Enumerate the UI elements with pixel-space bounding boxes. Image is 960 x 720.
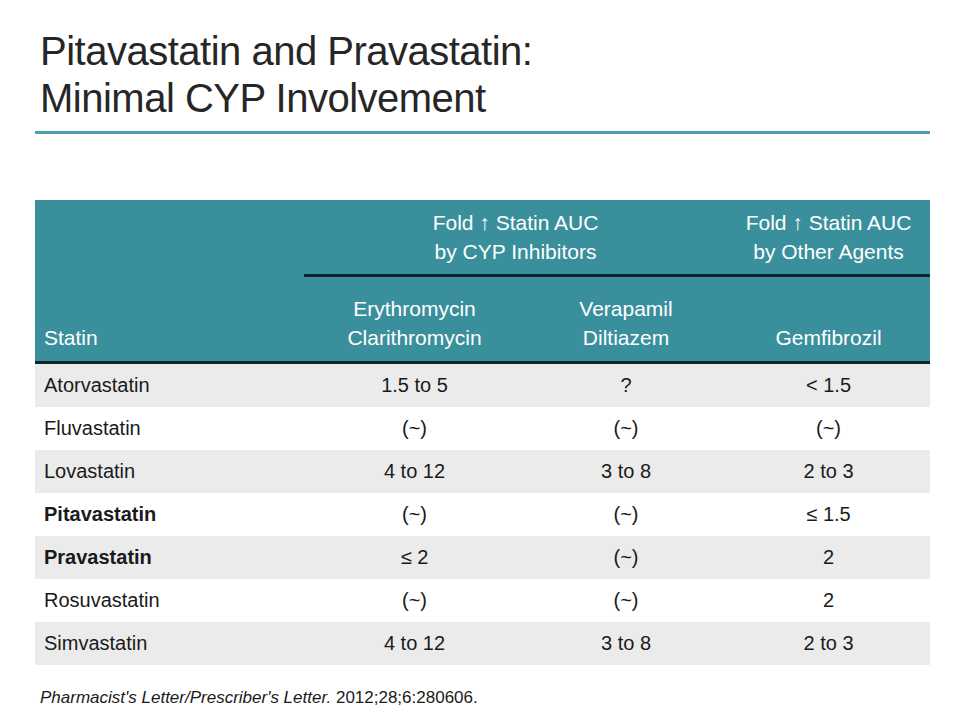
group-header-other-line-2: by Other Agents (727, 237, 930, 266)
statin-auc-table: Fold ↑ Statin AUC by CYP Inhibitors Fold… (35, 200, 930, 665)
group-header-other-line-1: Fold ↑ Statin AUC (727, 208, 930, 237)
citation-reference: 2012;28;6:280606. (336, 688, 478, 707)
table-row-lovastatin: Lovastatin 4 to 12 3 to 8 2 to 3 (35, 450, 930, 493)
slide: Pitavastatin and Pravastatin: Minimal CY… (0, 0, 960, 720)
value-cell: (~) (304, 407, 525, 450)
group-header-row: Fold ↑ Statin AUC by CYP Inhibitors Fold… (35, 200, 930, 276)
group-header-other-agents: Fold ↑ Statin AUC by Other Agents (727, 200, 930, 276)
table-header: Fold ↑ Statin AUC by CYP Inhibitors Fold… (35, 200, 930, 363)
value-cell: 3 to 8 (525, 622, 727, 665)
value-cell: 4 to 12 (304, 450, 525, 493)
value-cell: 3 to 8 (525, 450, 727, 493)
column-header-erythromycin: Erythromycin (304, 294, 525, 323)
value-cell: ≤ 1.5 (727, 493, 930, 536)
value-cell: 2 (727, 579, 930, 622)
value-cell: 2 (727, 536, 930, 579)
table-row-rosuvastatin: Rosuvastatin (~) (~) 2 (35, 579, 930, 622)
table-row-fluvastatin: Fluvastatin (~) (~) (~) (35, 407, 930, 450)
column-header-erythromycin-clarithromycin: Erythromycin Clarithromycin (304, 276, 525, 363)
statin-name-cell: Pravastatin (35, 536, 304, 579)
table-row-atorvastatin: Atorvastatin 1.5 to 5 ? < 1.5 (35, 363, 930, 408)
value-cell: 2 to 3 (727, 450, 930, 493)
statin-name-cell: Simvastatin (35, 622, 304, 665)
statin-name-cell: Fluvastatin (35, 407, 304, 450)
value-cell: < 1.5 (727, 363, 930, 408)
statin-name-cell: Rosuvastatin (35, 579, 304, 622)
value-cell: 4 to 12 (304, 622, 525, 665)
title-line-1: Pitavastatin and Pravastatin: (40, 28, 532, 75)
value-cell: (~) (304, 579, 525, 622)
value-cell: (~) (525, 407, 727, 450)
column-header-clarithromycin: Clarithromycin (304, 323, 525, 352)
value-cell: ? (525, 363, 727, 408)
value-cell: ≤ 2 (304, 536, 525, 579)
column-header-statin: Statin (35, 276, 304, 363)
value-cell: (~) (525, 536, 727, 579)
value-cell: 2 to 3 (727, 622, 930, 665)
statin-name-cell: Atorvastatin (35, 363, 304, 408)
table-body: Atorvastatin 1.5 to 5 ? < 1.5 Fluvastati… (35, 363, 930, 666)
slide-title: Pitavastatin and Pravastatin: Minimal CY… (40, 28, 532, 122)
column-header-gemfibrozil: Gemfibrozil (727, 276, 930, 363)
citation: Pharmacist's Letter/Prescriber's Letter.… (40, 688, 478, 708)
group-header-cyp-line-1: Fold ↑ Statin AUC (304, 208, 727, 237)
value-cell: (~) (525, 493, 727, 536)
column-header-diltiazem: Diltiazem (525, 323, 727, 352)
value-cell: 1.5 to 5 (304, 363, 525, 408)
statin-name-cell: Pitavastatin (35, 493, 304, 536)
group-header-cyp-line-2: by CYP Inhibitors (304, 237, 727, 266)
column-header-verapamil: Verapamil (525, 294, 727, 323)
title-line-2: Minimal CYP Involvement (40, 75, 532, 122)
table-row-pravastatin: Pravastatin ≤ 2 (~) 2 (35, 536, 930, 579)
group-header-cyp-inhibitors: Fold ↑ Statin AUC by CYP Inhibitors (304, 200, 727, 276)
title-underline (35, 131, 930, 134)
value-cell: (~) (525, 579, 727, 622)
citation-source: Pharmacist's Letter/Prescriber's Letter. (40, 688, 331, 707)
value-cell: (~) (304, 493, 525, 536)
statin-name-cell: Lovastatin (35, 450, 304, 493)
group-header-spacer (35, 200, 304, 276)
table-row-simvastatin: Simvastatin 4 to 12 3 to 8 2 to 3 (35, 622, 930, 665)
column-header-verapamil-diltiazem: Verapamil Diltiazem (525, 276, 727, 363)
value-cell: (~) (727, 407, 930, 450)
column-header-row: Statin Erythromycin Clarithromycin Verap… (35, 276, 930, 363)
table-row-pitavastatin: Pitavastatin (~) (~) ≤ 1.5 (35, 493, 930, 536)
